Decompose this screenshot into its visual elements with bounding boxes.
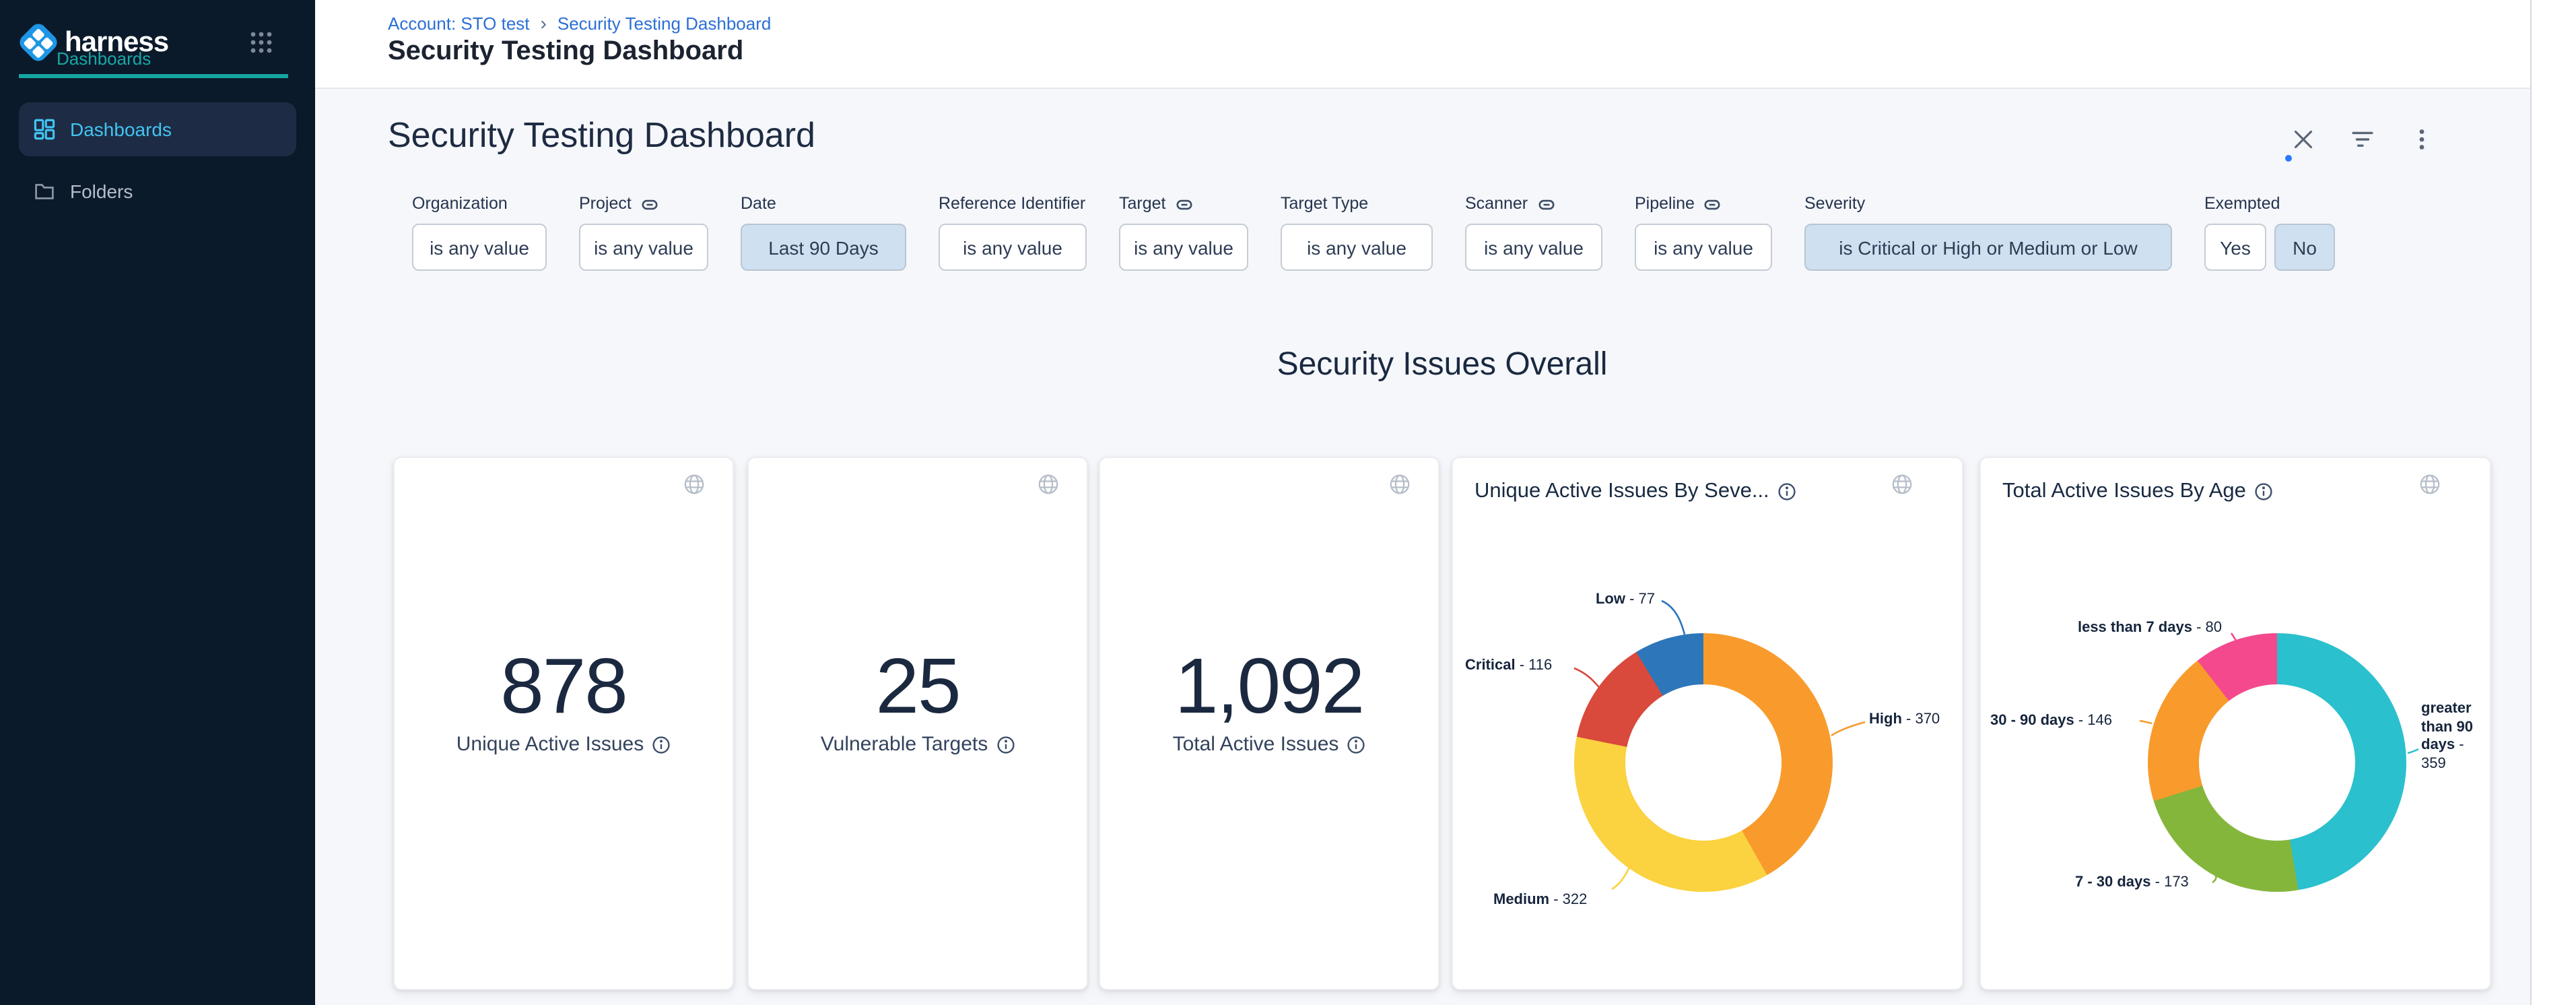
filter-label: Pipeline	[1635, 194, 1695, 213]
apps-grid-icon[interactable]	[249, 31, 273, 54]
folder-icon	[34, 181, 55, 202]
info-icon[interactable]	[2254, 482, 2273, 500]
sidebar-item-folders[interactable]: Folders	[19, 164, 296, 218]
filter-reference-identifier: Reference Identifier is any value	[939, 195, 1087, 271]
sidebar-item-label: Dashboards	[70, 119, 172, 140]
sidebar-nav: Dashboards Folders	[0, 102, 315, 226]
stat-label: Vulnerable Targets	[749, 733, 1087, 756]
globe-icon[interactable]	[1388, 473, 1411, 496]
filter-value-chip[interactable]: is any value	[1465, 224, 1602, 271]
dashboards-icon	[34, 119, 55, 140]
filter-label: Target	[1119, 194, 1166, 213]
info-icon[interactable]	[1347, 735, 1365, 754]
globe-icon[interactable]	[1891, 473, 1913, 496]
info-icon[interactable]	[996, 735, 1015, 754]
sidebar-divider	[19, 74, 288, 77]
sidebar: harness Dashboards Dash	[0, 0, 315, 1005]
callout-greater-than-90-days: greater than 90 days - 359	[2421, 701, 2474, 771]
stat-label: Unique Active Issues	[395, 733, 733, 756]
filter-value-chip[interactable]: is any value	[1281, 224, 1433, 271]
filter-value-chip[interactable]: is any value	[939, 224, 1087, 271]
filter-pipeline: Pipeline is any value	[1635, 195, 1772, 271]
filter-date: Date Last 90 Days	[741, 195, 906, 271]
filter-label: Reference Identifier	[939, 194, 1086, 213]
callout-7-30-days: 7 - 30 days - 173	[2075, 874, 2189, 890]
filter-value-chip[interactable]: is Critical or High or Medium or Low	[1804, 224, 2172, 271]
link-icon	[1176, 197, 1193, 211]
filter-severity: Severity is Critical or High or Medium o…	[1804, 195, 2172, 271]
close-icon[interactable]	[2292, 128, 2316, 152]
filter-label: Organization	[412, 194, 508, 213]
callout-less-than-7-days: less than 7 days - 80	[2077, 620, 2222, 636]
card-issues-by-severity: Unique Active Issues By Seve... High - 3…	[1452, 457, 1963, 990]
sidebar-item-dashboards[interactable]: Dashboards	[19, 102, 296, 156]
stat-value: 1,092	[1174, 643, 1365, 730]
filter-value-chip[interactable]: is any value	[579, 224, 708, 271]
filter-bar: Organization is any value Project is any…	[412, 195, 2335, 271]
callout-high: High - 370	[1869, 711, 1940, 727]
module-label: Dashboards	[57, 48, 151, 69]
sidebar-item-label: Folders	[70, 181, 133, 202]
brand-name: harness	[65, 27, 169, 58]
globe-icon[interactable]	[683, 473, 706, 496]
callout-30-90-days: 30 - 90 days - 146	[1990, 713, 2113, 729]
filter-value-chip[interactable]: is any value	[1635, 224, 1772, 271]
stat-value: 878	[500, 643, 628, 730]
scrollbar[interactable]	[2530, 0, 2576, 1005]
filter-target: Target is any value	[1119, 195, 1248, 271]
globe-icon[interactable]	[1037, 473, 1060, 496]
exempted-no-button[interactable]: No	[2274, 224, 2335, 271]
callout-medium: Medium - 322	[1493, 892, 1588, 908]
harness-logo-icon	[16, 20, 61, 65]
link-icon	[641, 197, 658, 211]
dashboard-toolbar	[2292, 128, 2470, 152]
filter-exempted: Exempted Yes No	[2204, 195, 2335, 271]
info-icon[interactable]	[1777, 482, 1796, 500]
harness-logo[interactable]: harness	[16, 20, 169, 65]
callout-critical: Critical - 116	[1465, 657, 1553, 674]
exempted-yes-button[interactable]: Yes	[2204, 224, 2266, 271]
callout-low: Low - 77	[1595, 591, 1655, 608]
breadcrumb-page-link[interactable]: Security Testing Dashboard	[557, 13, 772, 33]
card-unique-active-issues: 878 Unique Active Issues	[393, 457, 734, 990]
severity-donut-chart[interactable]	[1574, 633, 1833, 892]
chart-title: Unique Active Issues By Seve...	[1475, 480, 1876, 504]
filter-value-chip[interactable]: is any value	[1119, 224, 1248, 271]
card-issues-by-age: Total Active Issues By Age greater than …	[1979, 457, 2491, 990]
dashboard-canvas: Security Testing Dashboard Or	[315, 88, 2576, 1005]
section-title: Security Issues Overall	[1277, 346, 1608, 383]
filter-organization: Organization is any value	[412, 195, 547, 271]
breadcrumb-account-link[interactable]: Account: STO test	[388, 13, 530, 33]
filter-label: Target Type	[1281, 194, 1369, 213]
filter-project: Project is any value	[579, 195, 708, 271]
info-icon[interactable]	[652, 735, 671, 754]
filter-value-chip[interactable]: Last 90 Days	[741, 224, 906, 271]
link-icon	[1537, 197, 1555, 211]
cursor-dot	[2285, 155, 2292, 162]
chart-title: Total Active Issues By Age	[2002, 480, 2404, 504]
page-title: Security Testing Dashboard	[388, 36, 744, 66]
stat-label: Total Active Issues	[1100, 733, 1438, 756]
filter-icon[interactable]	[2351, 128, 2375, 152]
card-vulnerable-targets: 25 Vulnerable Targets	[747, 457, 1088, 990]
filter-target-type: Target Type is any value	[1281, 195, 1433, 271]
age-donut-chart[interactable]	[2148, 633, 2406, 892]
filter-label: Exempted	[2204, 194, 2280, 213]
top-header: Account: STO test › Security Testing Das…	[315, 0, 2576, 89]
filter-value-chip[interactable]: is any value	[412, 224, 547, 271]
stat-value: 25	[875, 643, 961, 730]
kebab-menu-icon[interactable]	[2410, 128, 2435, 152]
breadcrumb: Account: STO test › Security Testing Das…	[388, 12, 771, 34]
filter-scanner: Scanner is any value	[1465, 195, 1602, 271]
filter-label: Severity	[1804, 194, 1866, 213]
link-icon	[1704, 197, 1722, 211]
filter-label: Date	[741, 194, 776, 213]
breadcrumb-separator: ›	[540, 12, 547, 34]
dashboard-title: Security Testing Dashboard	[388, 115, 815, 155]
globe-icon[interactable]	[2418, 473, 2441, 496]
filter-label: Scanner	[1465, 194, 1528, 213]
card-total-active-issues: 1,092 Total Active Issues	[1099, 457, 1439, 990]
filter-label: Project	[579, 194, 632, 213]
